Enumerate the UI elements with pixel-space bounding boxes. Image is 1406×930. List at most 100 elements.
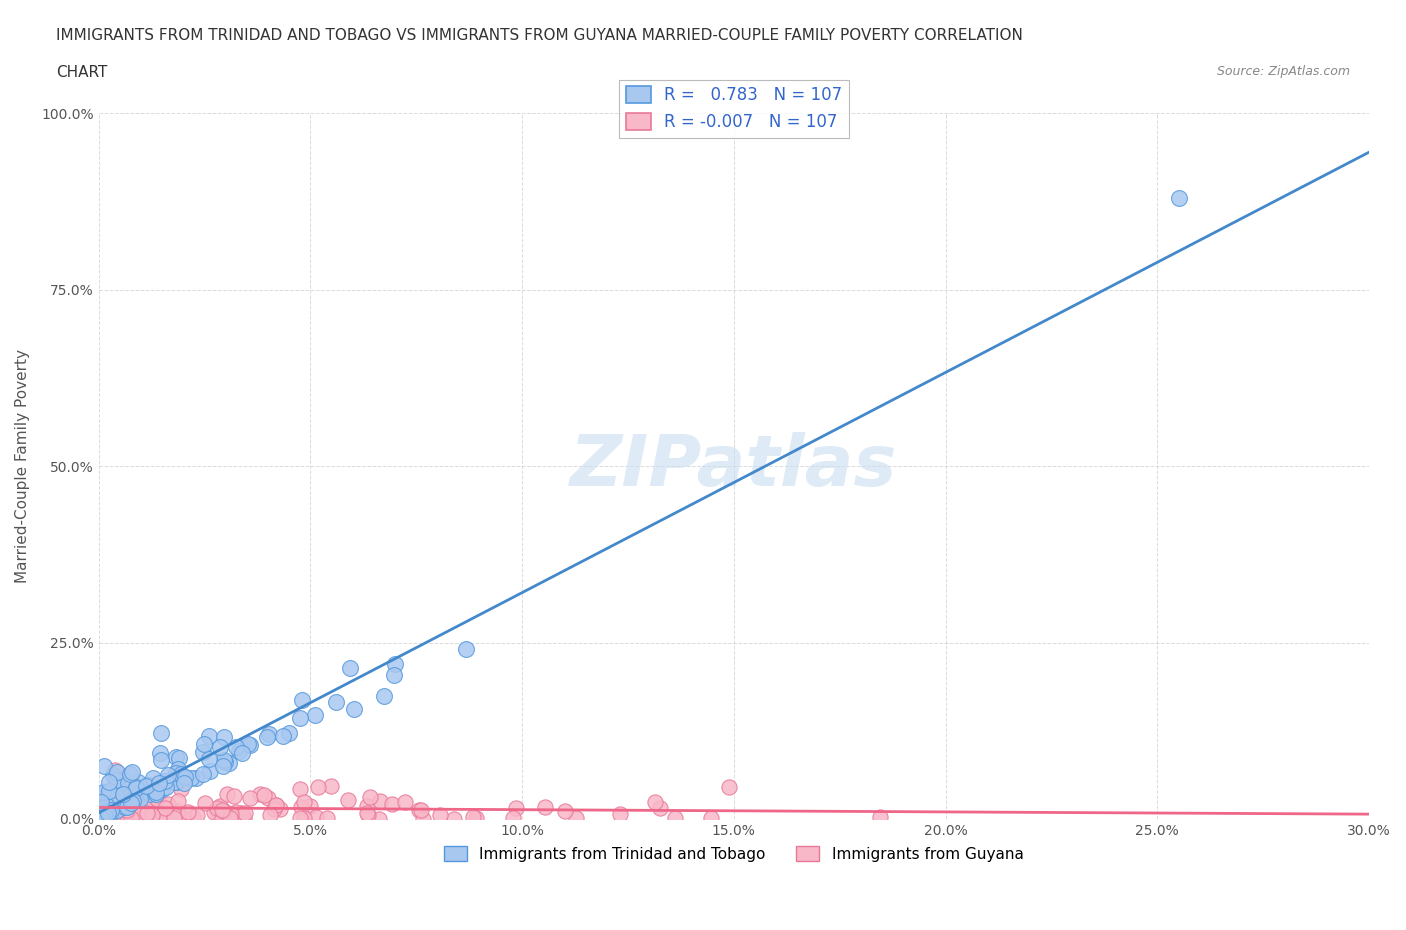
Point — [96, 797, 118, 812]
Point — [91, 784, 114, 799]
Point — [384, 668, 406, 683]
Point — [94, 806, 117, 821]
Point — [229, 805, 252, 820]
Point — [150, 781, 173, 796]
Point — [165, 751, 187, 765]
Point — [176, 804, 198, 819]
Point — [100, 806, 122, 821]
Point — [305, 809, 328, 824]
Point — [150, 753, 173, 768]
Point — [108, 779, 131, 794]
Point — [869, 809, 891, 824]
Point — [198, 729, 221, 744]
Point — [191, 745, 214, 760]
Point — [408, 803, 430, 817]
Point — [163, 775, 186, 790]
Point — [316, 810, 339, 825]
Point — [90, 790, 112, 805]
Text: CHART: CHART — [56, 65, 108, 80]
Point — [609, 806, 631, 821]
Point — [231, 806, 253, 821]
Point — [117, 803, 139, 817]
Point — [97, 806, 120, 821]
Point — [120, 796, 142, 811]
Point — [336, 793, 359, 808]
Point — [373, 688, 395, 703]
Legend: Immigrants from Trinidad and Tobago, Immigrants from Guyana: Immigrants from Trinidad and Tobago, Imm… — [439, 840, 1029, 868]
Point — [368, 793, 391, 808]
Point — [165, 806, 187, 821]
Point — [136, 777, 159, 792]
Point — [94, 804, 117, 819]
Point — [129, 791, 152, 806]
Point — [198, 751, 221, 766]
Point — [93, 786, 115, 801]
Point — [155, 808, 177, 823]
Point — [117, 776, 139, 790]
Point — [94, 797, 117, 812]
Point — [93, 759, 115, 774]
Point — [153, 774, 176, 789]
Point — [211, 810, 233, 825]
Point — [256, 730, 278, 745]
Point — [202, 804, 225, 819]
Point — [110, 787, 132, 802]
Point — [233, 810, 256, 825]
Point — [233, 805, 256, 820]
Point — [91, 800, 114, 815]
Point — [173, 776, 195, 790]
Point — [118, 797, 141, 812]
Point — [121, 793, 143, 808]
Point — [565, 811, 588, 826]
Point — [1167, 191, 1189, 206]
Point — [263, 802, 285, 817]
Point — [219, 810, 242, 825]
Point — [141, 808, 163, 823]
Point — [259, 807, 281, 822]
Point — [191, 766, 214, 781]
Point — [228, 743, 250, 758]
Point — [236, 737, 259, 751]
Point — [105, 764, 128, 779]
Point — [368, 811, 391, 826]
Point — [304, 708, 326, 723]
Point — [342, 701, 364, 716]
Point — [103, 806, 125, 821]
Point — [181, 809, 204, 824]
Point — [136, 805, 159, 820]
Point — [205, 801, 228, 816]
Point — [139, 787, 162, 802]
Point — [97, 811, 120, 826]
Point — [212, 758, 235, 773]
Point — [339, 660, 361, 675]
Text: IMMIGRANTS FROM TRINIDAD AND TOBAGO VS IMMIGRANTS FROM GUYANA MARRIED-COUPLE FAM: IMMIGRANTS FROM TRINIDAD AND TOBAGO VS I… — [56, 28, 1024, 43]
Point — [120, 801, 142, 816]
Point — [173, 770, 195, 785]
Point — [91, 797, 114, 812]
Point — [139, 796, 162, 811]
Point — [90, 810, 112, 825]
Point — [107, 798, 129, 813]
Point — [307, 779, 329, 794]
Point — [135, 811, 157, 826]
Point — [118, 793, 141, 808]
Point — [443, 811, 465, 826]
Point — [121, 801, 143, 816]
Point — [94, 806, 117, 821]
Point — [104, 763, 127, 777]
Point — [249, 787, 271, 802]
Point — [225, 739, 247, 754]
Point — [98, 775, 121, 790]
Point — [291, 693, 314, 708]
Point — [225, 805, 247, 820]
Point — [135, 778, 157, 793]
Point — [644, 795, 666, 810]
Point — [212, 730, 235, 745]
Point — [153, 801, 176, 816]
Point — [166, 762, 188, 777]
Point — [163, 810, 186, 825]
Point — [120, 789, 142, 804]
Point — [502, 810, 524, 825]
Point — [149, 746, 172, 761]
Point — [461, 809, 484, 824]
